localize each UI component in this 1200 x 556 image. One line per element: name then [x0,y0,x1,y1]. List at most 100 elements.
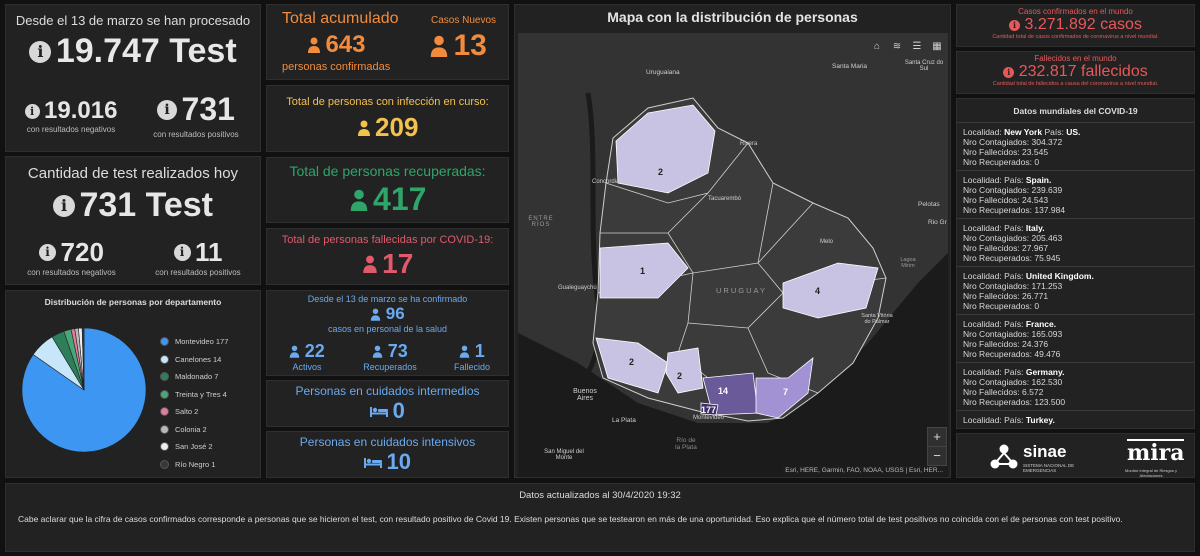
health-staff-panel: Desde el 13 de marzo se ha confirmado 96… [266,290,509,376]
map-place-label: Uruguaiana [646,69,680,76]
world-deaths-subtitle: Cantidad total de fallecidos a causa del… [992,81,1159,88]
legend-swatch [160,389,169,399]
health-active-value: 22 [304,341,325,361]
home-icon[interactable]: ⌂ [873,41,881,52]
deceased-value: 17 [382,248,414,279]
world-list-item[interactable]: Localidad: País: Germany. Nro Contagiados… [957,363,1194,411]
world-list-item[interactable]: Localidad: País: Italy. Nro Contagiados: … [957,219,1194,267]
info-icon: i [1009,19,1021,31]
info-icon: i [1003,66,1015,78]
bed-icon [364,458,383,468]
legend-label: Río Negro 1 [175,459,216,469]
layers-icon[interactable]: ≋ [892,41,902,52]
map-title: Mapa con la distribución de personas [607,9,858,25]
world-list[interactable]: Localidad: New York País: US. Nro Contagi… [957,122,1194,428]
tests-total: 19.747 Test [55,32,237,70]
legend-swatch [160,354,169,364]
map-panel: Mapa con la distribución de personas [514,4,951,478]
accumulated-title: Total acumulado [282,10,399,27]
person-icon [371,308,381,321]
accumulated-label: personas confirmadas [282,61,391,73]
legend-label: San José 2 [175,442,213,452]
map-place-label: Montevideo [693,415,725,421]
map-place-label: Lagoa Mirim [900,257,916,269]
legend-swatch [160,442,169,452]
tests-today-title: Cantidad de test realizados hoy [27,165,239,182]
zoom-in-button[interactable]: + [927,427,947,447]
person-icon [362,255,377,273]
footer-note: Cabe aclarar que la cifra de casos confi… [18,514,1123,524]
new-cases-value: 13 [453,29,487,62]
info-icon: i [29,40,52,63]
world-list-item[interactable]: Localidad: New York País: US. Nro Contagi… [957,123,1194,171]
pie-legend-item: Treinta y Tres 4 [160,386,228,404]
world-list-item[interactable]: Localidad: País: Turkey. [957,411,1194,428]
pie-legend-item: Montevideo 177 [160,333,228,351]
recovered-title: Total de personas recuperadas: [289,163,486,179]
legend-swatch [160,459,169,469]
accumulated-panel: Total acumulado 643 personas confirmadas… [266,4,509,80]
pie-legend-item: San José 2 [160,438,228,456]
legend-label: Canelones 14 [175,354,222,364]
world-list-item[interactable]: Localidad: País: France. Nro Contagiados:… [957,315,1194,363]
basemap-grid-icon[interactable]: ▦ [932,41,942,52]
intensive-care-panel: Personas en cuidados intensivos 10 [266,431,509,478]
legend-label: Maldonado 7 [175,372,219,382]
zoom-out-button[interactable]: − [927,446,947,466]
map-place-label: Pelotas [918,201,940,208]
world-list-item[interactable]: Localidad: País: United Kingdom. Nro Cont… [957,267,1194,315]
map-view[interactable]: Uruguaiana Santa Maria Santa Cruz do Sul… [518,33,948,477]
tests-positives-label: con resultados positivos [153,130,239,139]
pie-slice[interactable] [81,327,85,391]
legend-label: Montevideo 177 [175,337,229,347]
tests-today-panel: Cantidad de test realizados hoy i 731 Te… [5,156,261,285]
legend-swatch [160,372,169,382]
in-course-value: 209 [375,112,419,142]
sinae-logo-subtitle: SISTEMA NACIONAL DE EMERGENCIAS [1023,463,1075,473]
intermediate-title: Personas en cuidados intermedios [295,384,480,398]
mira-logo-subtitle: Monitor Integral de Riesgos y Afectacion… [1124,468,1178,478]
info-icon: i [157,99,178,120]
legend-swatch [160,424,169,434]
world-list-item[interactable]: Localidad: País: Spain. Nro Contagiados: … [957,171,1194,219]
new-cases-title: Casos Nuevos [431,15,497,26]
accumulated-value: 643 [325,31,366,58]
pie-legend-item: Canelones 14 [160,351,228,369]
map-count-label: 4 [815,286,821,296]
bed-icon [370,407,389,417]
person-icon [308,37,320,53]
map-place-label: San Miguel del Monte [544,449,584,461]
person-icon [290,345,300,358]
world-deaths-panel: Fallecidos en el mundo i 232.817 falleci… [956,51,1195,94]
legend-swatch [160,337,169,347]
intermediate-care-panel: Personas en cuidados intermedios 0 [266,380,509,427]
today-positives-value: 11 [194,237,223,267]
map-place-label: Río de la Plata [675,437,697,451]
today-positives-label: con resultados positivos [155,268,241,277]
health-staff-subtitle: casos en personal de la salud [327,324,448,334]
tests-positives-value: 731 [181,91,235,127]
map-count-label: 2 [658,167,664,177]
tests-negatives-value: 19.016 [44,97,118,124]
map-place-label: Santa Vitória do Palmar [861,313,893,325]
world-confirmed-value: 3.271.892 casos [1024,16,1142,33]
uruguay-map [518,33,948,477]
tests-negatives-label: con resultados negativos [26,125,116,134]
in-course-title: Total de personas con infección en curso… [286,96,489,108]
map-place-label: Concordia [592,179,620,185]
health-recovered-value: 73 [387,341,408,361]
sinae-logo-text: sinae [1023,442,1067,461]
tests-processed-title: Desde el 13 de marzo se han procesado [15,13,251,28]
health-staff-title: Desde el 13 de marzo se ha confirmado [307,294,468,304]
pie-panel: Distribución de personas por departament… [5,290,261,478]
world-list-title: Datos mundiales del COVID-19 [1013,106,1138,116]
recovered-value: 417 [373,181,427,217]
world-deaths-title: Fallecidos en el mundo [1034,54,1117,63]
person-icon [430,35,448,57]
health-deceased-label: Fallecido [453,362,491,372]
deceased-panel: Total de personas fallecidas por COVID-1… [266,228,509,285]
world-confirmed-subtitle: Cantidad total de casos confirmados de c… [992,34,1159,41]
legend-list-icon[interactable]: ☰ [912,41,922,52]
today-negatives-value: 720 [60,237,104,267]
health-recovered-label: Recuperados [363,362,417,372]
